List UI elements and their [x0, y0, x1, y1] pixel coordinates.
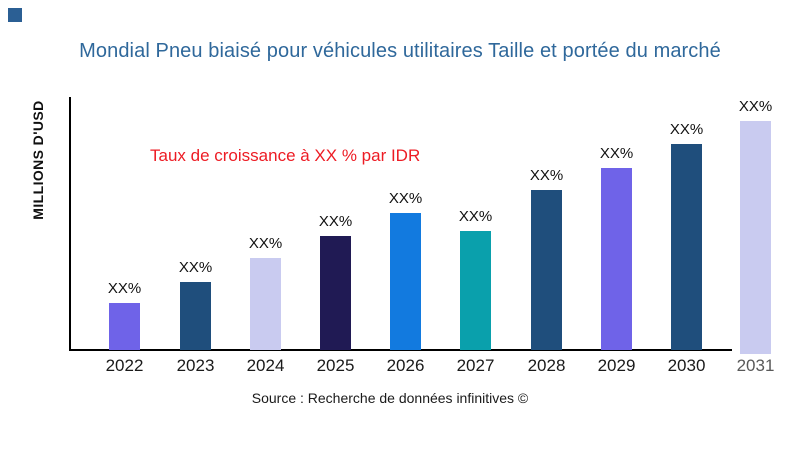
x-tick-label: 2029 [597, 356, 636, 375]
bar-value-label: XX% [107, 280, 142, 297]
y-axis-label: MILLIONS D'USD [30, 100, 46, 220]
x-tick-label: 2030 [667, 356, 706, 375]
bar [390, 213, 421, 350]
bar [109, 303, 140, 350]
bar-value-label: XX% [178, 259, 213, 276]
x-tick-label: 2022 [105, 356, 144, 375]
bar [180, 282, 211, 350]
x-tick-label: 2027 [456, 356, 495, 375]
bar [601, 168, 632, 350]
x-tick-label: 2023 [176, 356, 215, 375]
x-tick-label: 2031 [736, 356, 775, 375]
bar [671, 144, 702, 350]
bar [250, 258, 281, 350]
bar-value-label: XX% [669, 121, 704, 138]
bar-value-label: XX% [738, 98, 773, 115]
bar-value-label: XX% [458, 208, 493, 225]
y-axis-line [69, 97, 71, 351]
bar-value-label: XX% [318, 213, 353, 230]
bar-value-label: XX% [388, 190, 423, 207]
chart-title: Mondial Pneu biaisé pour véhicules utili… [79, 40, 721, 62]
brand-logo-square [8, 8, 22, 22]
growth-rate-annotation: Taux de croissance à XX % par IDR [150, 146, 421, 165]
x-tick-label: 2026 [386, 356, 425, 375]
x-tick-label: 2025 [316, 356, 355, 375]
source-caption: Source : Recherche de données infinitive… [251, 390, 529, 406]
bar [320, 236, 351, 350]
x-axis-line [69, 349, 732, 351]
bar [531, 190, 562, 350]
bar-value-label: XX% [248, 235, 283, 252]
x-tick-label: 2028 [527, 356, 566, 375]
bar [460, 231, 491, 350]
x-tick-label: 2024 [246, 356, 285, 375]
bar [740, 121, 771, 354]
bar-value-label: XX% [529, 167, 564, 184]
bar-value-label: XX% [599, 145, 634, 162]
